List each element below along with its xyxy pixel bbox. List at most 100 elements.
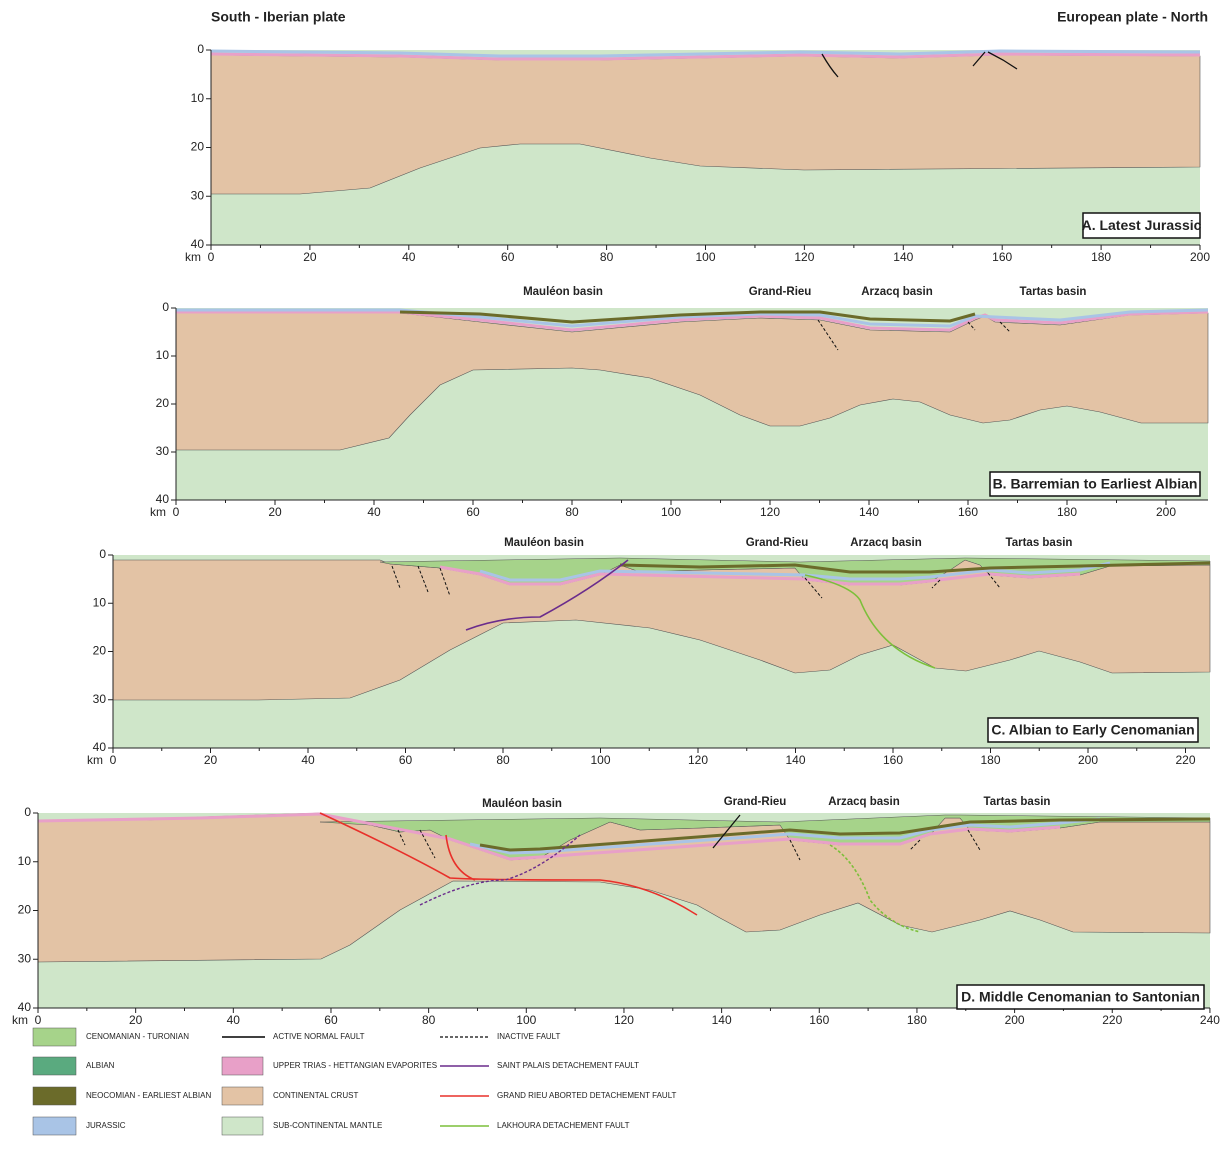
basin-label: Arzacq basin <box>850 537 922 549</box>
jurassic <box>176 308 1209 328</box>
legend-swatch <box>32 1086 77 1106</box>
x-tick-label: 80 <box>565 505 579 519</box>
x-tick-label: 60 <box>324 1013 338 1027</box>
legend-label: LAKHOURA DETACHEMENT FAULT <box>497 1121 630 1130</box>
x-tick-label: 120 <box>760 505 780 519</box>
legend-label: ALBIAN <box>86 1061 115 1070</box>
x-tick-label: 40 <box>402 250 416 264</box>
basin-label: Tartas basin <box>984 796 1051 808</box>
legend-label: SAINT PALAIS DETACHEMENT FAULT <box>497 1061 639 1070</box>
x-tick-label: 20 <box>303 250 317 264</box>
evaporites <box>210 52 1201 61</box>
legend-label: ACTIVE NORMAL FAULT <box>273 1032 365 1041</box>
x-unit: km <box>12 1013 28 1027</box>
x-tick-label: 120 <box>794 250 814 264</box>
y-tick-label: 0 <box>162 300 169 314</box>
basin-label: Arzacq basin <box>861 286 933 298</box>
legend-swatch <box>221 1056 264 1076</box>
y-tick-label: 20 <box>156 396 170 410</box>
x-tick-label: 80 <box>496 753 510 767</box>
x-tick-label: 200 <box>1005 1013 1025 1027</box>
grand-rieu-fault <box>319 812 698 916</box>
x-tick-label: 20 <box>204 753 218 767</box>
x-tick-label: 200 <box>1190 250 1210 264</box>
y-tick-label: 20 <box>191 140 205 154</box>
x-tick-label: 180 <box>907 1013 927 1027</box>
x-tick-label: 20 <box>129 1013 143 1027</box>
y-tick-label: 20 <box>93 644 107 658</box>
jurassic <box>469 817 1101 855</box>
x-tick-label: 180 <box>1057 505 1077 519</box>
neocomian <box>479 817 1211 852</box>
legend-swatch <box>32 1116 77 1136</box>
panel-label-box <box>989 471 1201 497</box>
y-tick-label: 30 <box>156 444 170 458</box>
legend-label: SUB-CONTINENTAL MANTLE <box>273 1121 382 1130</box>
header-left: South - Iberian plate <box>211 9 346 25</box>
crust <box>175 312 1209 451</box>
x-tick-label: 160 <box>992 250 1012 264</box>
panel-label-box <box>956 984 1205 1010</box>
legend-label: INACTIVE FAULT <box>497 1032 561 1041</box>
legend-label: CENOMANIAN - TURONIAN <box>86 1032 189 1041</box>
legend-swatch <box>32 1056 77 1076</box>
y-tick-label: 30 <box>191 188 205 202</box>
panel-b-section <box>175 308 1209 500</box>
legend-swatch <box>221 1116 264 1136</box>
x-tick-label: 100 <box>661 505 681 519</box>
x-tick-label: 0 <box>208 250 215 264</box>
lakhoura-fault <box>804 574 936 669</box>
x-tick-label: 220 <box>1175 753 1195 767</box>
legend-label: NEOCOMIAN - EARLIEST ALBIAN <box>86 1091 211 1100</box>
x-tick-label: 120 <box>614 1013 634 1027</box>
saint-palais-fault <box>465 559 629 631</box>
lakhoura-fault <box>829 844 921 933</box>
x-tick-label: 140 <box>859 505 879 519</box>
x-unit: km <box>150 505 166 519</box>
neocomian <box>399 310 976 324</box>
x-tick-label: 160 <box>883 753 903 767</box>
x-tick-label: 40 <box>367 505 381 519</box>
y-tick-label: 30 <box>93 692 107 706</box>
saint-palais-fault <box>419 834 581 906</box>
x-tick-label: 60 <box>399 753 413 767</box>
x-tick-label: 60 <box>501 250 515 264</box>
basin-label: Grand-Rieu <box>724 796 787 808</box>
basin-label: Mauléon basin <box>504 537 584 549</box>
y-tick-label: 0 <box>197 42 204 56</box>
y-tick-label: 40 <box>18 1000 32 1014</box>
jurassic <box>479 561 1111 582</box>
panel-label-box <box>987 717 1199 743</box>
x-tick-label: 180 <box>1091 250 1111 264</box>
x-tick-label: 200 <box>1078 753 1098 767</box>
x-tick-label: 180 <box>980 753 1000 767</box>
x-tick-label: 40 <box>227 1013 241 1027</box>
fault <box>821 51 1018 78</box>
basin-label: Grand-Rieu <box>749 286 812 298</box>
active-fault <box>712 814 741 849</box>
x-tick-label: 100 <box>516 1013 536 1027</box>
y-tick-label: 0 <box>99 547 106 561</box>
basin-label: Mauléon basin <box>523 286 603 298</box>
neocomian <box>619 561 1211 574</box>
x-tick-label: 160 <box>809 1013 829 1027</box>
x-tick-label: 100 <box>590 753 610 767</box>
x-unit: km <box>87 753 103 767</box>
panel-label: B. Barremian to Earliest Albian <box>993 476 1198 492</box>
header-right: European plate - North <box>1057 9 1208 25</box>
x-tick-label: 200 <box>1156 505 1176 519</box>
y-tick-label: 20 <box>18 903 32 917</box>
y-tick-label: 0 <box>24 805 31 819</box>
x-tick-label: 220 <box>1102 1013 1122 1027</box>
panel-label: C. Albian to Early Cenomanian <box>991 722 1194 738</box>
x-tick-label: 0 <box>173 505 180 519</box>
inactive-fault <box>817 319 1011 351</box>
inactive-fault <box>391 565 1001 599</box>
evaporites <box>37 812 1061 861</box>
basin-label: Arzacq basin <box>828 796 900 808</box>
legend-label: GRAND RIEU ABORTED DETACHEMENT FAULT <box>497 1091 677 1100</box>
y-tick-label: 10 <box>156 348 170 362</box>
legend-label: CONTINENTAL CRUST <box>273 1091 358 1100</box>
legend-swatch <box>32 1027 77 1047</box>
basin-label: Grand-Rieu <box>746 537 809 549</box>
